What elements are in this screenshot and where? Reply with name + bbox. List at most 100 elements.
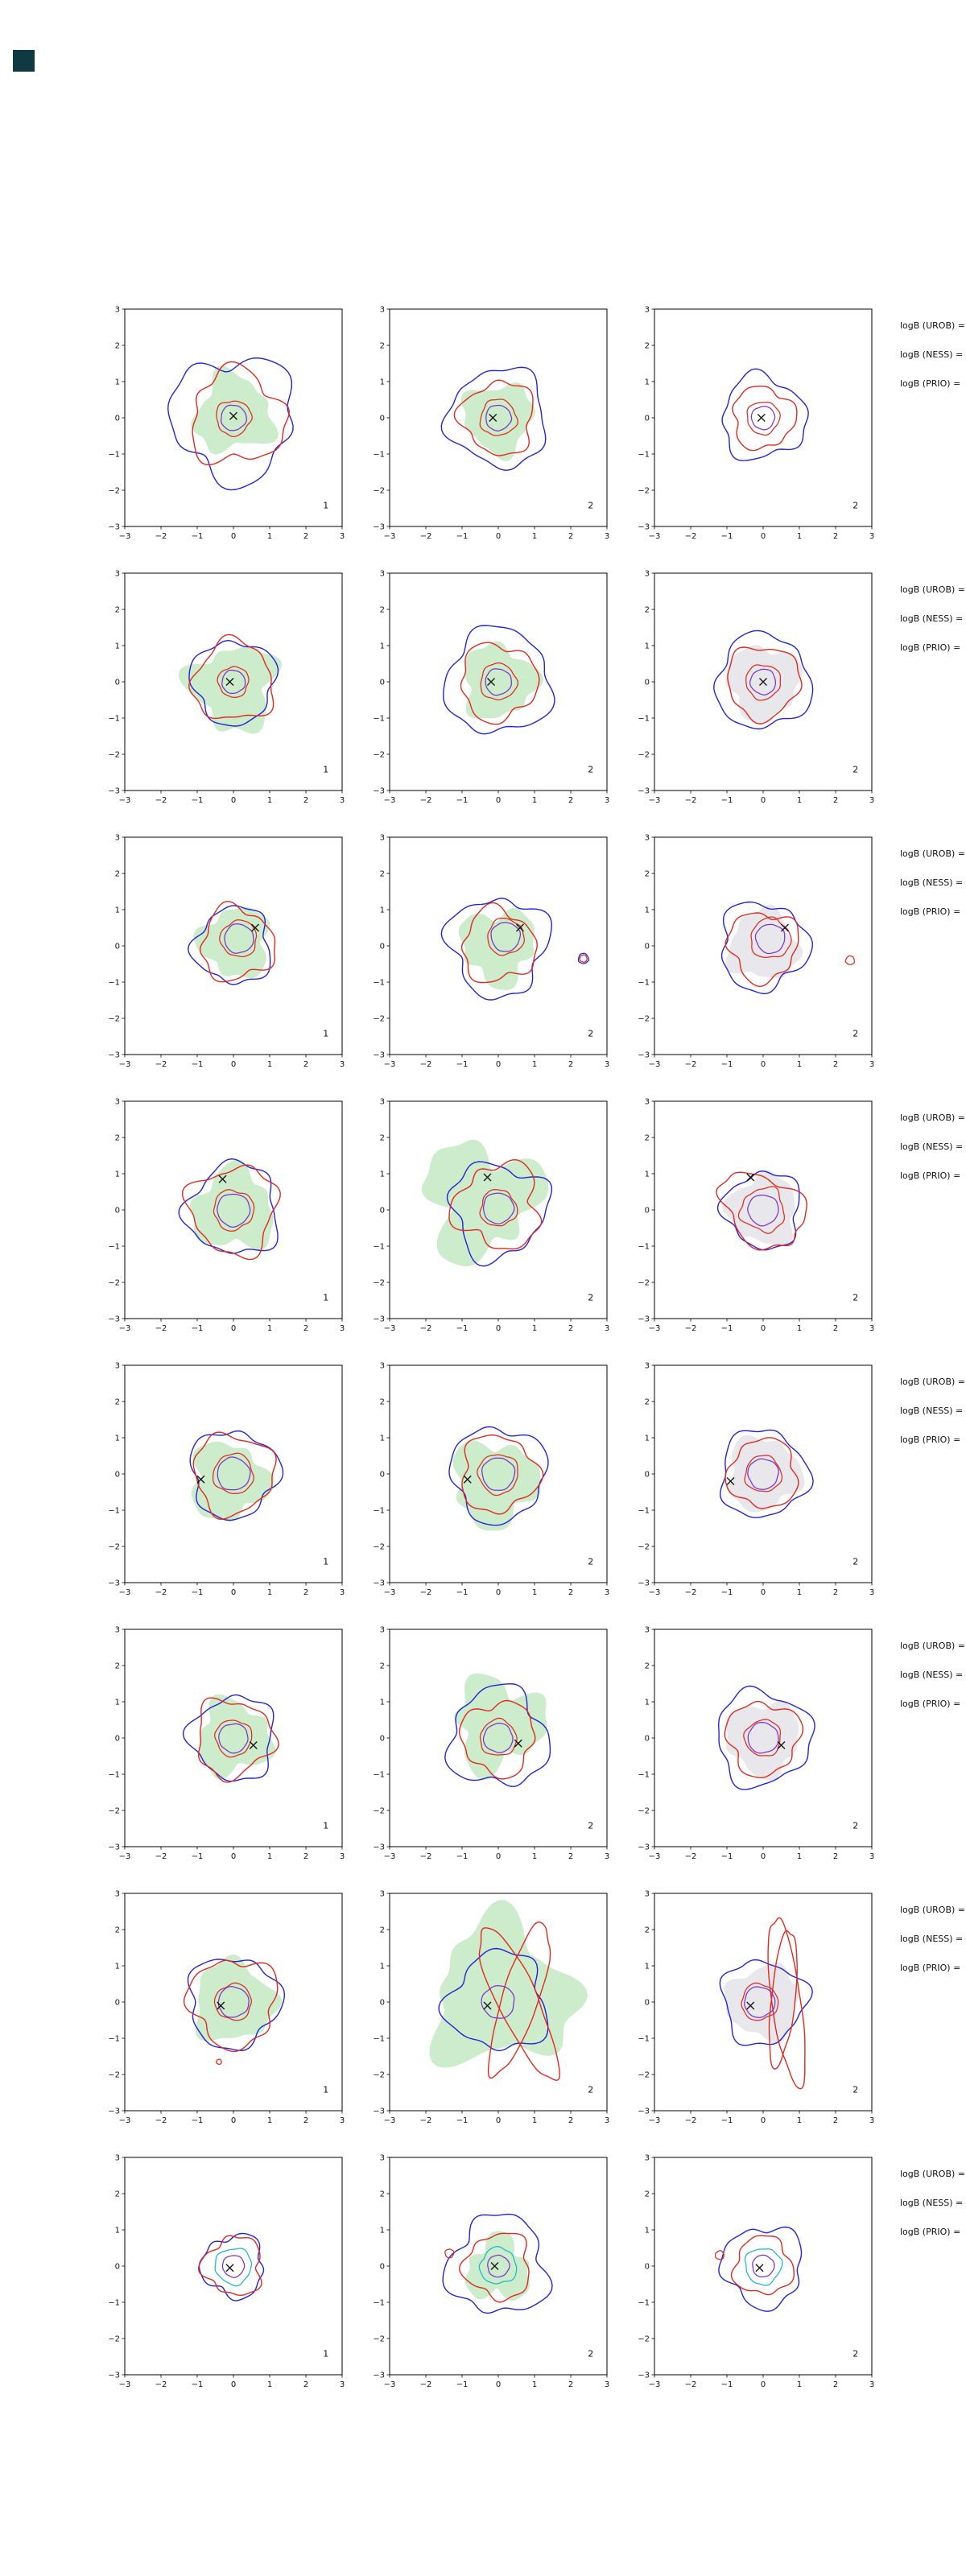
x-tick-label: 1 xyxy=(797,1852,802,1861)
contour-violet xyxy=(481,1985,515,2019)
x-tick-label: −3 xyxy=(649,1852,661,1861)
y-tick-label: 3 xyxy=(380,306,385,315)
x-tick-label: 2 xyxy=(833,1588,838,1597)
x-tick-label: 3 xyxy=(605,796,609,805)
x-tick-label: 0 xyxy=(496,2116,501,2125)
plot-area xyxy=(444,1673,551,1787)
y-tick-label: −2 xyxy=(373,2335,385,2344)
y-tick-label: −1 xyxy=(373,1771,385,1780)
y-tick-label: 0 xyxy=(645,1735,650,1744)
y-tick-label: 1 xyxy=(115,1699,120,1707)
y-tick-label: 1 xyxy=(380,906,385,915)
x-tick-label: −1 xyxy=(192,796,204,805)
y-tick-label: 3 xyxy=(115,1890,120,1899)
density-fill-green xyxy=(198,1694,276,1780)
x-tick-label: −3 xyxy=(649,796,661,805)
side-label-urob: logB (UROB) = xyxy=(900,584,966,595)
contour-red xyxy=(197,1697,279,1783)
plot-area xyxy=(429,1900,588,2081)
contour-violet xyxy=(490,922,522,952)
x-marker xyxy=(217,2001,225,2010)
y-tick-label: 0 xyxy=(380,2263,385,2272)
y-tick-label: −2 xyxy=(638,1015,650,1024)
x-tick-label: 3 xyxy=(869,532,874,541)
y-tick-label: 2 xyxy=(115,606,120,615)
y-tick-label: −3 xyxy=(373,1315,385,1324)
y-tick-label: 3 xyxy=(115,834,120,843)
y-tick-label: 0 xyxy=(380,1471,385,1480)
x-tick-label: 1 xyxy=(797,1588,802,1597)
y-tick-label: 1 xyxy=(380,1963,385,1971)
y-tick-label: −3 xyxy=(638,1051,650,1060)
x-tick-label: 2 xyxy=(833,532,838,541)
y-tick-label: 1 xyxy=(380,2227,385,2235)
x-tick-label: 2 xyxy=(568,532,573,541)
plot-area xyxy=(440,898,590,1001)
x-tick-label: −1 xyxy=(721,532,733,541)
x-tick-label: −2 xyxy=(420,2116,432,2125)
x-tick-label: −2 xyxy=(685,1060,697,1069)
x-tick-label: 1 xyxy=(797,796,802,805)
x-tick-label: 3 xyxy=(340,796,345,805)
contour-red xyxy=(216,400,253,438)
x-tick-label: −1 xyxy=(721,1060,733,1069)
y-tick-label: −3 xyxy=(638,2107,650,2116)
y-tick-label: −2 xyxy=(373,1543,385,1552)
y-tick-label: −3 xyxy=(108,1051,120,1060)
x-tick-label: −3 xyxy=(649,2116,661,2125)
x-tick-label: 0 xyxy=(496,1852,501,1861)
x-tick-label: −1 xyxy=(456,796,469,805)
x-tick-label: 3 xyxy=(340,2116,345,2125)
subplot-r4c1: −3−3 −2 −2 −1 −1 0 0 1 1 2 2 3 3 1 xyxy=(108,1098,345,1334)
x-tick-label: −3 xyxy=(649,532,661,541)
x-marker xyxy=(483,1173,492,1182)
x-marker xyxy=(746,1173,755,1182)
y-tick-label: 2 xyxy=(115,1926,120,1935)
plot-area xyxy=(189,1430,284,1522)
x-tick-label: 0 xyxy=(496,1060,501,1069)
x-tick-label: 3 xyxy=(340,1852,345,1861)
y-tick-label: −2 xyxy=(638,1279,650,1288)
x-marker xyxy=(726,1477,735,1485)
y-tick-label: −3 xyxy=(108,2107,120,2116)
contour-red xyxy=(479,1188,518,1227)
side-label-urob: logB (UROB) = xyxy=(900,1905,966,1915)
y-tick-label: 3 xyxy=(115,306,120,315)
x-marker xyxy=(516,923,524,932)
x-tick-label: 2 xyxy=(833,1060,838,1069)
x-tick-label: 0 xyxy=(496,532,501,541)
x-tick-label: −3 xyxy=(119,1852,131,1861)
y-tick-label: −1 xyxy=(108,451,120,460)
x-tick-label: −1 xyxy=(721,796,733,805)
side-label-urob: logB (UROB) = xyxy=(900,1377,966,1387)
y-tick-label: 0 xyxy=(645,943,650,952)
x-tick-label: −2 xyxy=(420,1852,432,1861)
y-tick-label: 0 xyxy=(645,2263,650,2272)
y-tick-label: 0 xyxy=(115,1207,120,1216)
corner-label: 2 xyxy=(852,2349,858,2359)
plot-area xyxy=(421,1139,553,1267)
x-tick-label: −3 xyxy=(119,796,131,805)
x-tick-label: 2 xyxy=(833,1324,838,1333)
contour-red xyxy=(216,2058,222,2066)
x-tick-label: 3 xyxy=(869,1588,874,1597)
subplot-r4c3: −3−3 −2 −2 −1 −1 0 0 1 1 2 2 3 3 2 xyxy=(638,1098,874,1334)
side-label-ness: logB (NESS) = xyxy=(900,349,964,360)
y-tick-label: 2 xyxy=(380,2190,385,2199)
x-tick-label: 0 xyxy=(231,532,236,541)
x-tick-label: 1 xyxy=(532,1588,537,1597)
x-tick-label: 3 xyxy=(340,2380,345,2389)
y-tick-label: −1 xyxy=(638,979,650,988)
contour-violet xyxy=(747,1194,779,1227)
x-tick-label: 3 xyxy=(340,1588,345,1597)
y-tick-label: −1 xyxy=(373,1507,385,1516)
y-tick-label: −3 xyxy=(638,523,650,532)
x-tick-label: 2 xyxy=(568,1852,573,1861)
x-tick-label: 1 xyxy=(532,1060,537,1069)
plot-area xyxy=(718,1685,815,1790)
plot-area xyxy=(720,1429,814,1518)
x-tick-label: −3 xyxy=(649,2380,661,2389)
corner-label: 1 xyxy=(323,2349,328,2359)
x-tick-label: 0 xyxy=(761,796,766,805)
x-tick-label: −1 xyxy=(721,2116,733,2125)
